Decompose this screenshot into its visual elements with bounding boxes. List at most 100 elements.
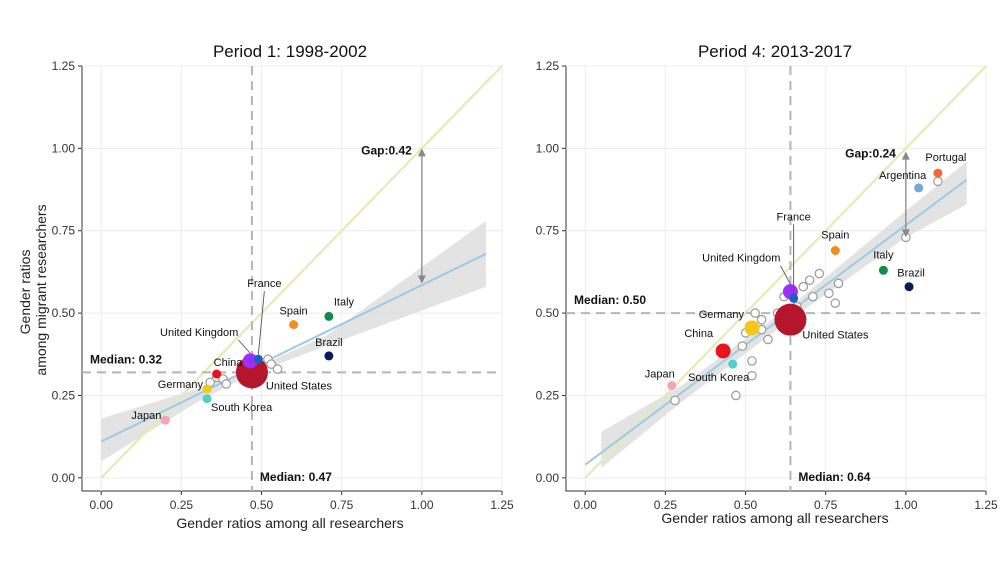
gap-arrow-head-top bbox=[417, 148, 426, 157]
data-point-japan bbox=[160, 415, 170, 425]
y-axis-label-line: Gender ratios bbox=[17, 250, 33, 335]
median-y-label: Median: 0.32 bbox=[90, 352, 162, 366]
point-label-spain: Spain bbox=[280, 306, 308, 318]
data-point-other bbox=[804, 275, 815, 285]
x-tick-label: 0.00 bbox=[574, 498, 598, 512]
x-tick-label: 0.25 bbox=[654, 498, 678, 512]
y-tick-label: 1.25 bbox=[536, 59, 560, 73]
point-label-south-korea: South Korea bbox=[688, 372, 750, 384]
y-tick-label: 1.00 bbox=[536, 141, 560, 155]
point-label-france: France bbox=[777, 211, 811, 223]
gap-arrow-head-bottom bbox=[417, 275, 426, 284]
data-point-other bbox=[933, 176, 943, 187]
data-point-germany bbox=[202, 384, 212, 394]
data-point-spain bbox=[830, 245, 840, 255]
data-point-brazil bbox=[904, 282, 914, 292]
data-point-south-korea bbox=[728, 359, 738, 369]
label-leader-france bbox=[257, 291, 265, 355]
point-label-germany: Germany bbox=[158, 379, 204, 391]
data-point-other bbox=[272, 364, 283, 374]
data-point-other bbox=[747, 356, 757, 366]
regression-line bbox=[100, 252, 487, 443]
point-label-south-korea: South Korea bbox=[211, 402, 273, 414]
y-tick-label: 0.25 bbox=[536, 388, 560, 402]
x-tick-label: 0.75 bbox=[330, 498, 354, 512]
data-point-other bbox=[670, 395, 680, 406]
confidence-band bbox=[101, 220, 486, 462]
data-point-other bbox=[814, 268, 825, 279]
point-label-spain: Spain bbox=[821, 229, 849, 241]
data-point-south-korea bbox=[202, 394, 212, 404]
data-point-france bbox=[253, 354, 263, 364]
x-axis-label: Gender ratios among all researchers bbox=[176, 515, 403, 531]
data-point-china bbox=[212, 369, 222, 379]
x-tick-label: 1.00 bbox=[894, 498, 918, 512]
y-axis-label-line: among migrant researchers bbox=[33, 204, 49, 375]
y-tick-label: 0.50 bbox=[52, 306, 76, 320]
data-point-other bbox=[824, 288, 834, 299]
gap-label: Gap:0.24 bbox=[845, 147, 896, 161]
x-tick-label: 1.25 bbox=[490, 498, 514, 512]
chart-panel-period-4: Period 4: 2013-2017 Gender ratios among … bbox=[536, 42, 998, 526]
data-point-other bbox=[833, 278, 844, 289]
chart-title: Period 4: 2013-2017 bbox=[698, 42, 852, 61]
data-point-france bbox=[789, 293, 799, 303]
data-point-china bbox=[715, 343, 731, 359]
x-tick-label: 0.50 bbox=[250, 498, 274, 512]
point-label-italy: Italy bbox=[873, 249, 894, 261]
data-point-italy bbox=[324, 311, 334, 321]
y-tick-label: 0.00 bbox=[536, 471, 560, 485]
plot-area: 0.00 0.25 0.50 0.75 1.00 1.25 0.00 0.25 0.50 0.75… bbox=[52, 59, 514, 512]
data-point-other bbox=[808, 291, 818, 302]
y-axis-label: Gender ratios among migrant researchers bbox=[17, 204, 49, 375]
data-point-other bbox=[756, 314, 767, 325]
x-tick-label: 0.75 bbox=[814, 498, 838, 512]
chart-panel-period-1: Period 1: 1998-2002 Gender ratios among … bbox=[17, 42, 514, 531]
point-label-japan: Japan bbox=[131, 410, 161, 422]
x-tick-label: 0.00 bbox=[90, 498, 114, 512]
data-point-other bbox=[798, 281, 809, 292]
data-point-other bbox=[763, 334, 773, 345]
data-point-italy bbox=[878, 265, 888, 275]
gap-arrow-head-top bbox=[901, 151, 910, 160]
gap-arrow-head-bottom bbox=[901, 229, 910, 238]
point-label-italy: Italy bbox=[334, 296, 355, 308]
point-label-united-states: United States bbox=[266, 380, 333, 392]
parity-line bbox=[584, 66, 986, 479]
chart-title: Period 1: 1998-2002 bbox=[213, 42, 367, 61]
point-label-portugal: Portugal bbox=[925, 152, 966, 164]
median-y-label: Median: 0.50 bbox=[574, 293, 646, 307]
point-label-china: China bbox=[214, 357, 244, 369]
data-point-spain bbox=[289, 320, 299, 330]
data-point-united-states bbox=[774, 303, 807, 336]
x-axis-label: Gender ratios among all researchers bbox=[661, 510, 888, 526]
x-tick-label: 1.25 bbox=[974, 498, 998, 512]
data-point-argentina bbox=[914, 183, 924, 193]
data-point-united-kingdom bbox=[242, 353, 258, 369]
point-label-brazil: Brazil bbox=[315, 337, 343, 349]
data-point-other bbox=[747, 370, 757, 381]
y-tick-label: 1.25 bbox=[52, 59, 76, 73]
y-tick-label: 0.25 bbox=[52, 388, 76, 402]
data-point-other bbox=[266, 359, 276, 369]
x-tick-label: 0.25 bbox=[170, 498, 194, 512]
data-point-other bbox=[750, 308, 760, 318]
y-tick-label: 1.00 bbox=[52, 141, 76, 155]
median-x-label: Median: 0.47 bbox=[260, 470, 332, 484]
data-point-brazil bbox=[324, 351, 334, 361]
x-tick-label: 1.00 bbox=[410, 498, 434, 512]
median-x-label: Median: 0.64 bbox=[798, 470, 870, 484]
data-point-other bbox=[731, 390, 741, 401]
data-point-portugal bbox=[933, 168, 943, 178]
point-label-germany: Germany bbox=[699, 309, 745, 321]
label-leader-united-kingdom bbox=[780, 265, 791, 285]
point-label-brazil: Brazil bbox=[897, 268, 925, 280]
point-label-china: China bbox=[684, 328, 714, 340]
y-tick-label: 0.00 bbox=[52, 471, 76, 485]
data-point-other bbox=[221, 379, 232, 389]
plot-area: 0.00 0.25 0.50 0.75 1.00 1.25 0.00 0.25 0.50 0.75… bbox=[536, 59, 998, 512]
data-point-germany bbox=[744, 320, 760, 336]
data-point-japan bbox=[667, 381, 677, 391]
point-label-argentina: Argentina bbox=[879, 170, 927, 182]
